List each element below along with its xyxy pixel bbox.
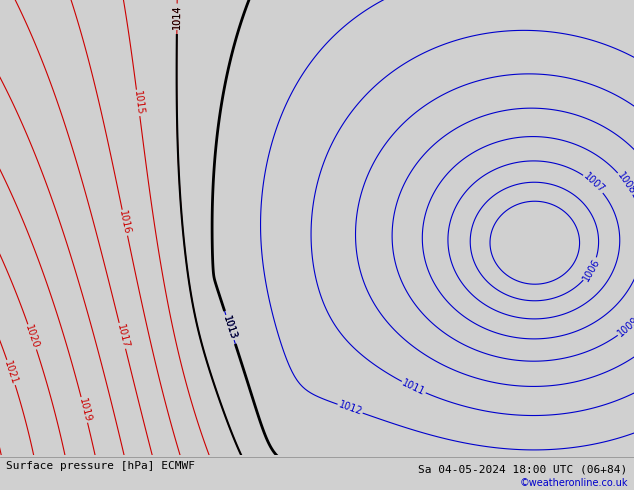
Text: 1011: 1011 [401,378,427,397]
Text: 1019: 1019 [77,397,92,423]
Text: 1006: 1006 [581,256,602,283]
Text: 1012: 1012 [337,400,363,417]
Text: 1014: 1014 [172,4,182,29]
Text: Surface pressure [hPa] ECMWF: Surface pressure [hPa] ECMWF [6,462,195,471]
Text: 1013: 1013 [221,314,238,341]
Text: 1009: 1009 [616,316,634,339]
Text: 1008: 1008 [615,171,634,196]
Text: 1013: 1013 [221,314,238,341]
Text: 1015: 1015 [132,90,145,116]
Text: 1017: 1017 [115,322,130,349]
Text: 1014: 1014 [172,4,182,29]
Text: 1018: 1018 [124,475,139,490]
Text: 1007: 1007 [581,172,606,196]
Text: 1016: 1016 [117,210,133,236]
Text: Sa 04-05-2024 18:00 UTC (06+84): Sa 04-05-2024 18:00 UTC (06+84) [418,465,628,474]
Text: 1021: 1021 [3,359,20,386]
Text: 1020: 1020 [23,323,41,350]
Text: ©weatheronline.co.uk: ©weatheronline.co.uk [519,478,628,488]
